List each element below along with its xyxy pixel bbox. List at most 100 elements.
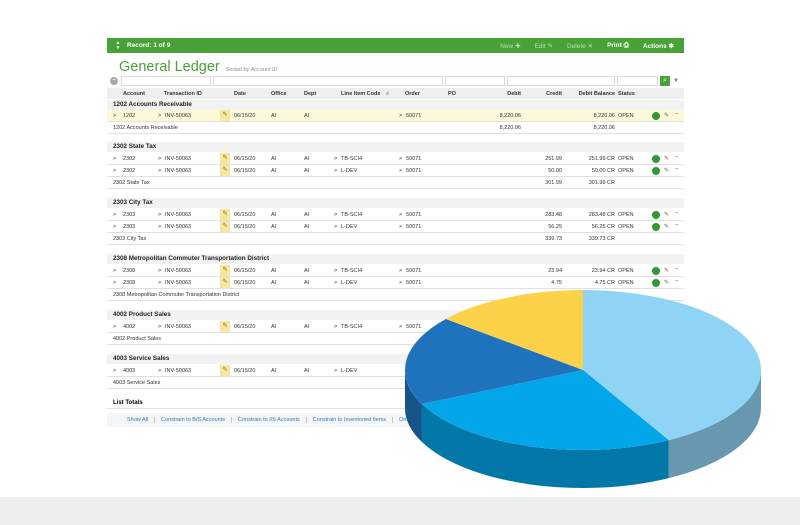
expand-icon[interactable]: > — [113, 368, 117, 374]
table-row[interactable]: > 2302 > INV-50063 ✎ 06/15/20 AI AI > TB… — [107, 153, 684, 165]
pin-icon[interactable]: ✎ — [664, 280, 670, 286]
cell-line-item[interactable]: TB-SCI4 — [341, 324, 363, 330]
col-debit-balance[interactable]: Debit Balance — [578, 91, 615, 97]
expand-icon[interactable]: > — [334, 156, 338, 162]
chevron-down-icon[interactable]: ▼ — [673, 78, 679, 84]
edit-button[interactable]: Edit ✎ — [534, 42, 553, 50]
expand-icon[interactable]: > — [334, 268, 338, 274]
cell-transaction-id[interactable]: INV-50063 — [165, 280, 191, 286]
table-row[interactable]: > 2308 > INV-50063 ✎ 06/15/20 AI AI > TB… — [107, 265, 684, 277]
search-icon[interactable]: ⌕ — [660, 76, 670, 86]
filter-debit-input[interactable] — [507, 76, 615, 86]
cell-line-item[interactable]: TB-SCI4 — [341, 268, 363, 274]
cell-line-item[interactable]: L-DEV — [341, 368, 358, 374]
col-po[interactable]: PO — [448, 91, 456, 97]
expand-icon[interactable]: > — [158, 113, 162, 119]
constrain-bs-link[interactable]: Constrain to B/S Accounts — [155, 417, 233, 423]
cell-transaction-id[interactable]: INV-50063 — [165, 113, 191, 119]
expand-icon[interactable]: > — [334, 368, 338, 374]
expand-icon[interactable]: > — [113, 324, 117, 330]
search-icon[interactable]: ⌕ — [386, 91, 390, 97]
expand-icon[interactable]: > — [334, 212, 338, 218]
pin-icon[interactable]: ✎ — [220, 321, 230, 332]
pin-icon[interactable]: ✎ — [220, 265, 230, 276]
clear-filter-icon[interactable]: − — [110, 77, 118, 85]
expand-icon[interactable]: > — [158, 168, 162, 174]
omit-link[interactable]: Omit — [399, 417, 411, 423]
cell-line-item[interactable]: L-DEV — [341, 168, 358, 174]
cell-order[interactable]: 50071 — [406, 168, 422, 174]
show-all-link[interactable]: Show All — [121, 417, 156, 423]
expand-icon[interactable]: > — [113, 113, 117, 119]
constrain-is-link[interactable]: Constrain to I/S Accounts — [232, 417, 307, 423]
pin-icon[interactable]: ✎ — [664, 113, 670, 119]
record-nav-arrows-icon[interactable]: ▲ ▼ — [115, 39, 121, 51]
expand-icon[interactable]: > — [158, 324, 162, 330]
expand-icon[interactable]: > — [399, 280, 403, 286]
pin-icon[interactable]: ✎ — [664, 168, 670, 174]
expand-icon[interactable]: > — [399, 168, 403, 174]
expand-icon[interactable]: > — [399, 224, 403, 230]
remove-icon[interactable]: – — [675, 154, 679, 160]
table-row[interactable]: > 4003 > INV-50063 ✎ 06/15/20 AI AI > L-… — [107, 365, 684, 377]
col-line-item-code[interactable]: Line Item Code — [341, 91, 381, 97]
filter-order-input[interactable] — [445, 76, 505, 86]
col-dept[interactable]: Dept — [304, 91, 317, 97]
col-account[interactable]: Account — [123, 91, 145, 97]
expand-icon[interactable]: > — [158, 224, 162, 230]
cell-line-item[interactable]: L-DEV — [341, 224, 358, 230]
pin-icon[interactable]: ✎ — [220, 110, 230, 121]
new-button[interactable]: New ✚ — [500, 42, 521, 50]
expand-icon[interactable]: > — [158, 368, 162, 374]
pin-icon[interactable]: ✎ — [220, 209, 230, 220]
cell-order[interactable]: 50071 — [406, 156, 422, 162]
expand-icon[interactable]: > — [158, 268, 162, 274]
cell-order[interactable]: 50071 — [406, 280, 422, 286]
cell-transaction-id[interactable]: INV-50063 — [165, 224, 191, 230]
expand-icon[interactable]: > — [399, 324, 403, 330]
cell-transaction-id[interactable]: INV-50063 — [165, 156, 191, 162]
table-row[interactable]: > 2303 > INV-50063 ✎ 06/15/20 AI AI > L-… — [107, 221, 684, 233]
table-row[interactable]: > 2302 > INV-50063 ✎ 06/15/20 AI AI > L-… — [107, 165, 684, 177]
table-row[interactable]: > 4002 > INV-50063 ✎ 06/15/20 AI AI > TB… — [107, 321, 684, 333]
expand-icon[interactable]: > — [158, 280, 162, 286]
cell-order[interactable]: 50071 — [406, 224, 422, 230]
cell-transaction-id[interactable]: INV-50063 — [165, 324, 191, 330]
pin-icon[interactable]: ✎ — [664, 224, 670, 230]
table-row[interactable]: > 2303 > INV-50063 ✎ 06/15/20 AI AI > TB… — [107, 209, 684, 221]
cell-line-item[interactable]: TB-SCI4 — [341, 212, 363, 218]
cell-order[interactable]: 50071 — [406, 324, 422, 330]
expand-icon[interactable]: > — [113, 280, 117, 286]
expand-icon[interactable]: > — [113, 224, 117, 230]
col-office[interactable]: Office — [271, 91, 287, 97]
expand-icon[interactable]: > — [113, 268, 117, 274]
pin-icon[interactable]: ✎ — [220, 153, 230, 164]
expand-icon[interactable]: > — [113, 168, 117, 174]
col-order[interactable]: Order — [405, 91, 420, 97]
expand-icon[interactable]: > — [399, 156, 403, 162]
cell-line-item[interactable]: L-DEV — [341, 280, 358, 286]
filter-transaction-input[interactable] — [213, 76, 443, 86]
print-button[interactable]: Print ⎙ — [607, 41, 629, 49]
constrain-inventoried-link[interactable]: Constrain to Inventoried Items — [307, 417, 394, 423]
expand-icon[interactable]: > — [399, 113, 403, 119]
expand-icon[interactable]: > — [158, 156, 162, 162]
pin-icon[interactable]: ✎ — [664, 156, 670, 162]
pin-icon[interactable]: ✎ — [220, 165, 230, 176]
remove-icon[interactable]: – — [675, 278, 679, 284]
cell-order[interactable]: 50071 — [406, 212, 422, 218]
expand-icon[interactable]: > — [113, 156, 117, 162]
remove-icon[interactable]: – — [675, 111, 679, 117]
cell-order[interactable]: 50071 — [406, 268, 422, 274]
expand-icon[interactable]: > — [399, 268, 403, 274]
actions-button[interactable]: Actions ✱ — [642, 42, 674, 50]
col-transaction-id[interactable]: Transaction ID — [164, 91, 202, 97]
remove-icon[interactable]: – — [675, 266, 679, 272]
expand-icon[interactable]: > — [113, 212, 117, 218]
expand-icon[interactable]: > — [334, 224, 338, 230]
expand-icon[interactable]: > — [158, 212, 162, 218]
remove-icon[interactable]: – — [675, 210, 679, 216]
col-status[interactable]: Status — [618, 91, 635, 97]
expand-icon[interactable]: > — [334, 168, 338, 174]
delete-button[interactable]: Delete ✕ — [567, 42, 594, 50]
